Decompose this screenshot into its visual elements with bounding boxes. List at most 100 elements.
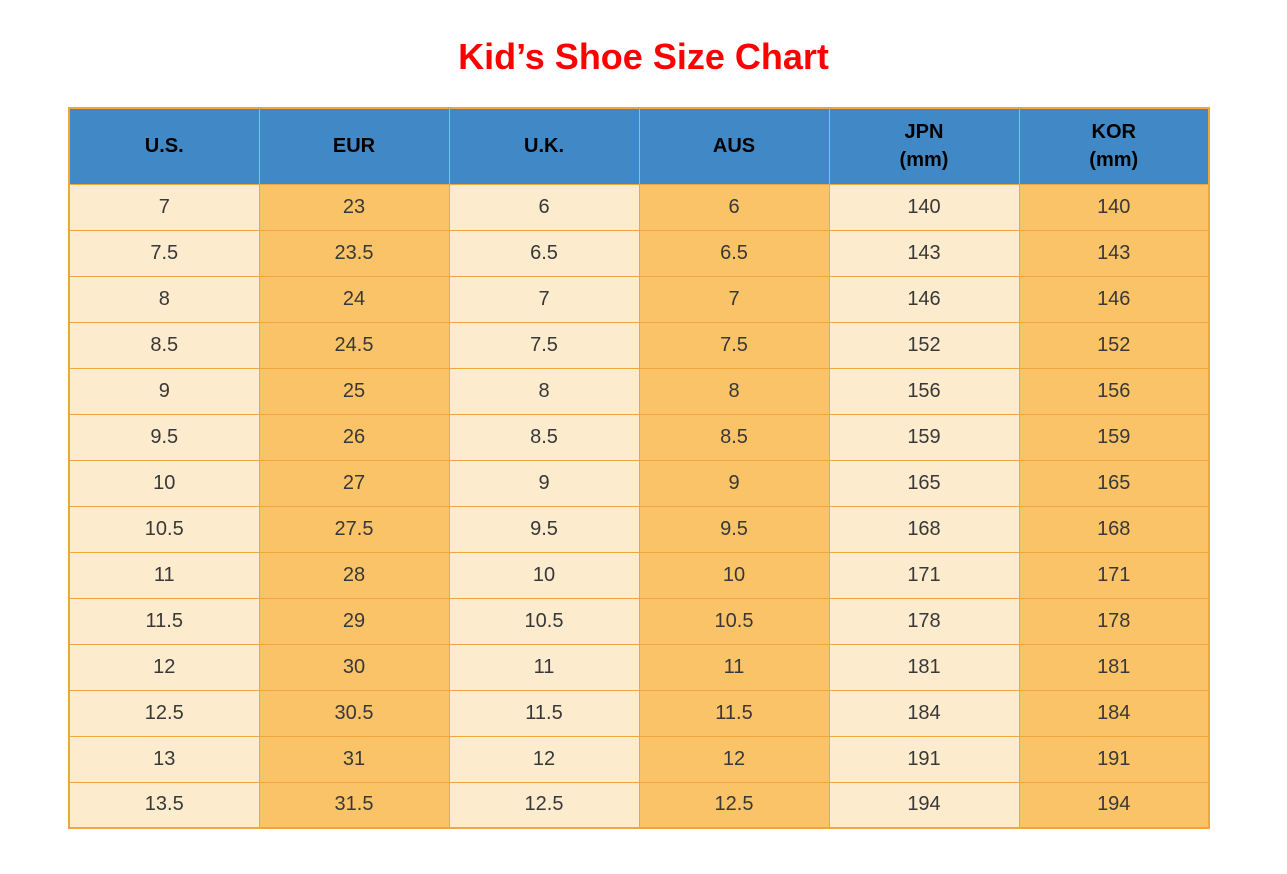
- table-row: 9 25 8 8 156 156: [68, 367, 1210, 415]
- table-cell: 146: [828, 275, 1020, 323]
- table-cell: 24.5: [258, 321, 450, 369]
- table-cell: 9.5: [68, 413, 260, 461]
- shoe-size-table: U.S. EUR U.K. AUS JPN (mm): [68, 107, 1210, 829]
- table-cell: 159: [828, 413, 1020, 461]
- column-header-sublabel: (mm): [899, 149, 949, 172]
- table-cell: 156: [828, 367, 1020, 415]
- table-cell: 10.5: [448, 597, 640, 645]
- table-cell: 7.5: [448, 321, 640, 369]
- column-header-eur: EUR: [258, 107, 450, 185]
- table-cell: 11: [448, 643, 640, 691]
- table-cell: 140: [1018, 183, 1210, 231]
- column-header-us: U.S.: [68, 107, 260, 185]
- table-cell: 140: [828, 183, 1020, 231]
- table-cell: 28: [258, 551, 450, 599]
- table-cell: 191: [1018, 735, 1210, 783]
- column-header-label: JPN: [904, 121, 944, 144]
- table-row: 13 31 12 12 191 191: [68, 735, 1210, 783]
- table-cell: 7.5: [68, 229, 260, 277]
- table-cell: 8.5: [448, 413, 640, 461]
- table-row: 7 23 6 6 140 140: [68, 183, 1210, 231]
- table-cell: 146: [1018, 275, 1210, 323]
- table-cell: 171: [1018, 551, 1210, 599]
- table-cell: 191: [828, 735, 1020, 783]
- table-cell: 9.5: [448, 505, 640, 553]
- table-cell: 23: [258, 183, 450, 231]
- table-cell: 152: [828, 321, 1020, 369]
- table-row: 12.5 30.5 11.5 11.5 184 184: [68, 689, 1210, 737]
- table-cell: 165: [1018, 459, 1210, 507]
- table-cell: 184: [1018, 689, 1210, 737]
- table-cell: 29: [258, 597, 450, 645]
- table-cell: 11.5: [448, 689, 640, 737]
- table-cell: 11: [68, 551, 260, 599]
- table-cell: 30.5: [258, 689, 450, 737]
- table-cell: 9: [68, 367, 260, 415]
- table-cell: 194: [828, 781, 1020, 829]
- page-title: Kid’s Shoe Size Chart: [458, 36, 829, 77]
- table-cell: 13.5: [68, 781, 260, 829]
- table-cell: 181: [828, 643, 1020, 691]
- table-cell: 152: [1018, 321, 1210, 369]
- table-cell: 171: [828, 551, 1020, 599]
- table-cell: 10.5: [68, 505, 260, 553]
- table-cell: 165: [828, 459, 1020, 507]
- column-header-label: U.S.: [144, 135, 184, 158]
- table-cell: 10: [68, 459, 260, 507]
- table-cell: 31: [258, 735, 450, 783]
- table-cell: 12: [448, 735, 640, 783]
- table-row: 10.5 27.5 9.5 9.5 168 168: [68, 505, 1210, 553]
- table-cell: 7: [68, 183, 260, 231]
- column-header-label: AUS: [712, 135, 756, 158]
- table-cell: 9: [638, 459, 830, 507]
- table-cell: 24: [258, 275, 450, 323]
- table-row: 11 28 10 10 171 171: [68, 551, 1210, 599]
- table-cell: 143: [828, 229, 1020, 277]
- column-header-label: KOR: [1091, 121, 1136, 144]
- table-cell: 9: [448, 459, 640, 507]
- table-cell: 10: [638, 551, 830, 599]
- table-cell: 178: [1018, 597, 1210, 645]
- table-cell: 8: [68, 275, 260, 323]
- table-container: U.S. EUR U.K. AUS JPN (mm): [68, 107, 1210, 829]
- table-cell: 6.5: [448, 229, 640, 277]
- table-cell: 12.5: [638, 781, 830, 829]
- table-cell: 159: [1018, 413, 1210, 461]
- table-row: 7.5 23.5 6.5 6.5 143 143: [68, 229, 1210, 277]
- table-row: 9.5 26 8.5 8.5 159 159: [68, 413, 1210, 461]
- table-cell: 12: [68, 643, 260, 691]
- table-cell: 13: [68, 735, 260, 783]
- table-cell: 26: [258, 413, 450, 461]
- table-cell: 7: [448, 275, 640, 323]
- table-cell: 8: [638, 367, 830, 415]
- table-cell: 7: [638, 275, 830, 323]
- column-header-jpn: JPN (mm): [828, 107, 1020, 185]
- table-row: 8 24 7 7 146 146: [68, 275, 1210, 323]
- table-cell: 8.5: [68, 321, 260, 369]
- table-cell: 31.5: [258, 781, 450, 829]
- table-cell: 194: [1018, 781, 1210, 829]
- header-row: U.S. EUR U.K. AUS JPN (mm): [68, 107, 1210, 185]
- table-cell: 23.5: [258, 229, 450, 277]
- table-cell: 8: [448, 367, 640, 415]
- page: { "page": { "title": "Kid’s Shoe Size Ch…: [0, 36, 1287, 874]
- table-cell: 7.5: [638, 321, 830, 369]
- table-cell: 12: [638, 735, 830, 783]
- table-cell: 168: [828, 505, 1020, 553]
- table-cell: 11: [638, 643, 830, 691]
- table-row: 10 27 9 9 165 165: [68, 459, 1210, 507]
- table-cell: 30: [258, 643, 450, 691]
- table-row: 13.5 31.5 12.5 12.5 194 194: [68, 781, 1210, 829]
- column-header-label: EUR: [332, 135, 376, 158]
- table-cell: 181: [1018, 643, 1210, 691]
- table-cell: 6.5: [638, 229, 830, 277]
- table-cell: 10: [448, 551, 640, 599]
- column-header-aus: AUS: [638, 107, 830, 185]
- table-cell: 143: [1018, 229, 1210, 277]
- table-cell: 12.5: [68, 689, 260, 737]
- table-cell: 168: [1018, 505, 1210, 553]
- table-cell: 11.5: [638, 689, 830, 737]
- table-header: U.S. EUR U.K. AUS JPN (mm): [68, 107, 1210, 185]
- table-cell: 178: [828, 597, 1020, 645]
- table-cell: 10.5: [638, 597, 830, 645]
